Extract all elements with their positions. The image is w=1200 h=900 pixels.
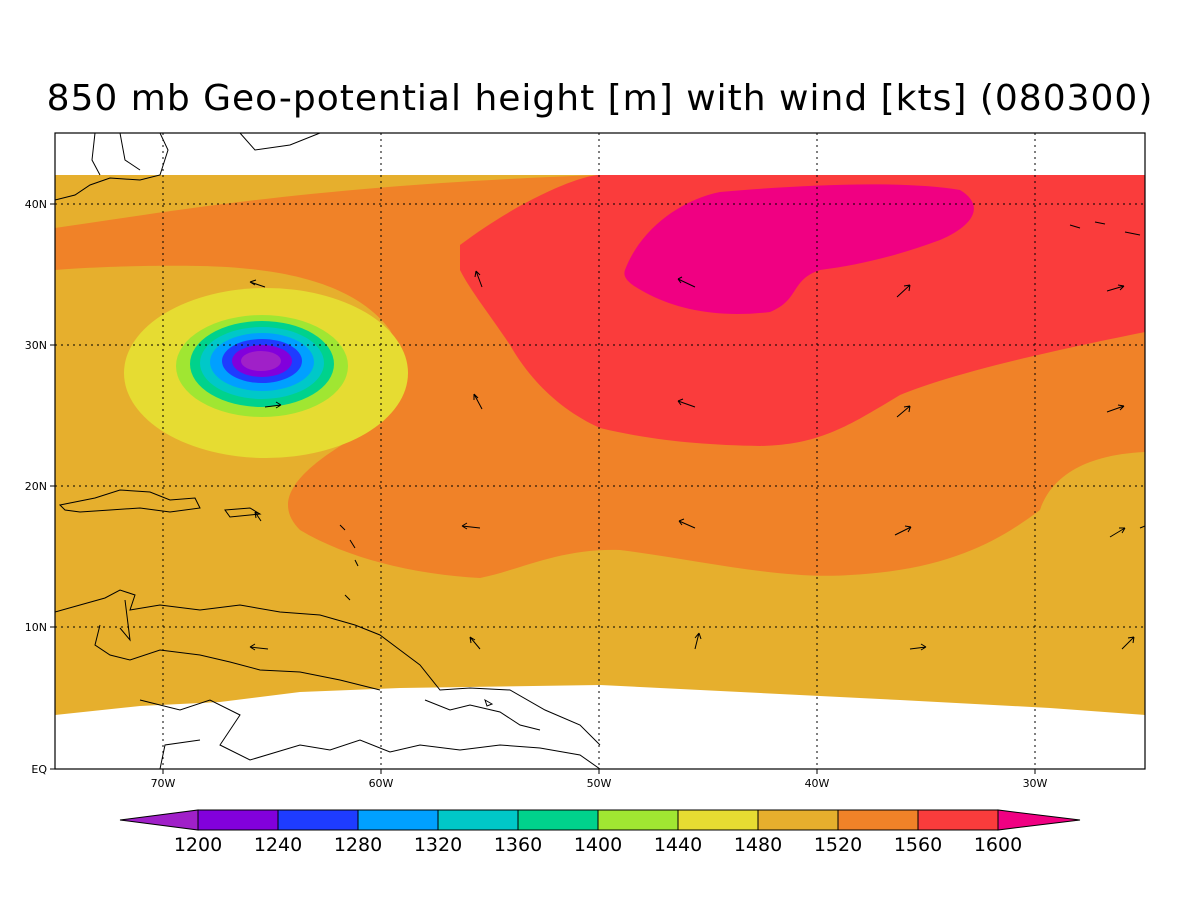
height-field xyxy=(55,133,1145,769)
lon-label: 50W xyxy=(587,777,612,790)
colorbar-label: 1280 xyxy=(334,834,382,856)
colorbar-label: 1200 xyxy=(174,834,222,856)
lon-label: 40W xyxy=(805,777,830,790)
colorbar-arrow-high xyxy=(997,809,1081,831)
colorbar-label: 1440 xyxy=(654,834,702,856)
colorbar-segment xyxy=(277,809,359,831)
colorbar-segment xyxy=(917,809,999,831)
wind-arrow xyxy=(909,643,927,651)
colorbar-label: 1360 xyxy=(494,834,542,856)
wind-arrow xyxy=(254,511,262,522)
height-band-below-1200 xyxy=(241,351,281,371)
colorbar-label: 1600 xyxy=(974,834,1022,856)
colorbar-label: 1560 xyxy=(894,834,942,856)
wind-arrow xyxy=(894,525,912,536)
wind-arrow xyxy=(694,632,702,650)
lat-label: 30N xyxy=(25,339,47,352)
wind-arrow xyxy=(1121,636,1135,650)
graticule xyxy=(55,133,1145,769)
wind-arrow xyxy=(249,643,269,651)
wind-vectors xyxy=(249,270,1135,651)
wind-arrow xyxy=(896,284,911,298)
colorbar-label: 1400 xyxy=(574,834,622,856)
coastlines xyxy=(55,133,1145,769)
lat-label: 40N xyxy=(25,198,47,211)
plot-frame xyxy=(54,132,1146,770)
wind-arrow xyxy=(1106,404,1125,413)
wind-arrow xyxy=(678,518,696,529)
colorbar-segment xyxy=(677,809,759,831)
wind-arrow xyxy=(1109,527,1126,538)
lat-label: 10N xyxy=(25,621,47,634)
colorbar-segment xyxy=(837,809,919,831)
wind-arrow xyxy=(461,522,481,530)
height-band-above-1600 xyxy=(624,184,974,315)
lat-label: 20N xyxy=(25,480,47,493)
height-band-1600 xyxy=(460,175,1145,446)
colorbar-arrow-low xyxy=(119,809,199,831)
wind-arrow xyxy=(474,270,483,288)
colorbar-segment xyxy=(517,809,599,831)
wind-arrow xyxy=(264,401,282,409)
colorbar-segment xyxy=(597,809,679,831)
lon-label: 30W xyxy=(1023,777,1048,790)
wind-arrow xyxy=(473,393,483,410)
wind-arrow xyxy=(1106,284,1125,292)
colorbar-segment xyxy=(757,809,839,831)
lat-label: EQ xyxy=(31,763,47,776)
colorbar-segment xyxy=(437,809,519,831)
colorbar-label: 1320 xyxy=(414,834,462,856)
colorbar-label: 1480 xyxy=(734,834,782,856)
wind-arrow xyxy=(469,636,481,650)
wind-arrow xyxy=(677,276,696,288)
colorbar-label: 1520 xyxy=(814,834,862,856)
wind-arrow xyxy=(677,398,696,408)
lon-label: 60W xyxy=(369,777,394,790)
lon-label: 70W xyxy=(151,777,176,790)
axis-ticks xyxy=(50,203,1036,774)
wind-arrow xyxy=(249,279,266,288)
wind-arrow xyxy=(896,405,911,418)
colorbar-label: 1240 xyxy=(254,834,302,856)
colorbar: 1200 1240 1280 1320 1360 1400 1440 1480 1520 1560… xyxy=(119,809,1081,856)
colorbar-segment xyxy=(197,809,279,831)
colorbar-segment xyxy=(357,809,439,831)
map-title: 850 mb Geo-potential height [m] with win… xyxy=(46,78,1154,119)
